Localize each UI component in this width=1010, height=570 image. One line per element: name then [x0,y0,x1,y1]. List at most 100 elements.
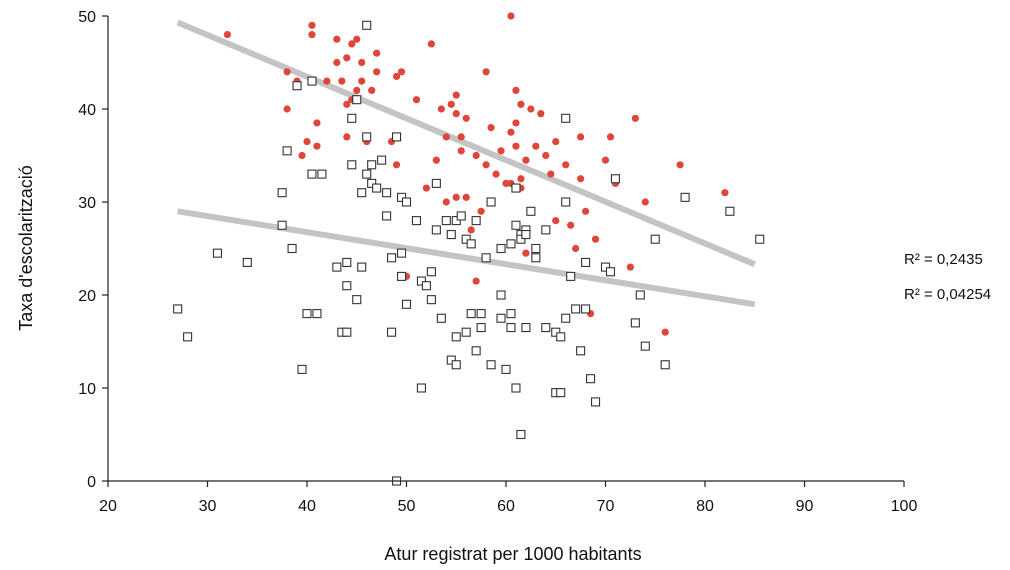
y-tick-label: 30 [78,195,96,212]
data-point-red [492,170,500,178]
data-point-red [512,119,520,127]
data-point-red [457,133,465,141]
data-point-square [496,290,506,300]
data-point-square [456,211,466,221]
data-point-red [338,77,346,85]
data-point-square [566,271,576,281]
data-point-red [432,156,440,164]
data-point-red [283,68,291,76]
data-point-red [517,175,525,183]
data-point-square [476,322,486,333]
data-point-square [630,318,640,328]
data-point-square [531,243,541,254]
data-point-square [416,276,426,286]
data-point-red [333,58,341,67]
data-point-red [527,105,535,113]
data-point-red [397,68,406,76]
data-point-square [377,155,387,165]
data-point-square [461,234,471,244]
data-point-red [313,142,321,150]
data-point-square [212,248,222,258]
data-point-square [431,178,441,188]
data-point-red [283,105,291,113]
data-point-square [352,95,362,105]
data-point-square [556,388,566,398]
data-point-red [472,151,480,160]
data-point-square [436,313,446,323]
data-point-red [358,58,366,67]
data-point-red [591,235,600,243]
data-point-square [382,188,392,198]
data-point-square [590,397,601,407]
data-point-square [511,183,521,193]
data-point-red [353,86,361,94]
data-point-red [392,72,401,81]
data-point-red [472,277,480,285]
x-tick-label: 40 [298,498,316,515]
data-point-red [522,156,530,164]
x-tick-label: 90 [796,498,814,515]
data-point-square [511,220,521,230]
data-point-red [502,179,510,187]
data-point-red [427,40,435,48]
data-point-square [451,360,461,370]
data-point-red [547,170,555,178]
data-point-red [462,193,470,201]
data-point-red [482,161,490,169]
data-point-square [516,234,526,244]
data-point-red [343,100,351,108]
data-point-red [517,100,525,108]
data-point-red [522,249,530,257]
data-point-red [532,142,540,150]
data-point-red [437,105,445,113]
data-point-square [640,341,650,351]
data-point-square [496,243,506,254]
data-point-square [396,271,407,281]
data-point-red [308,21,316,29]
data-point-square [342,327,352,337]
data-point-square [650,234,660,244]
y-tick-label: 40 [78,102,96,119]
data-point-square [367,160,377,170]
r2-label-square: R² = 0,04254 [904,286,991,303]
data-point-square [531,253,541,263]
data-point-red [542,151,550,160]
data-point-red [323,77,331,85]
x-tick-label: 60 [497,498,515,515]
data-point-red [552,217,560,225]
data-point-square [521,230,531,240]
data-point-red [373,68,381,76]
data-point-square [561,113,571,123]
data-point-square [600,262,611,272]
x-tick-label: 20 [99,498,117,515]
r2-label-red: R² = 0,2435 [904,251,983,268]
data-point-red [721,189,729,197]
data-point-square [635,290,645,300]
x-tick-label: 50 [398,498,416,515]
data-point-red [577,133,585,141]
data-point-square [561,313,571,323]
data-point-red [442,198,450,206]
data-point-red [313,119,321,127]
data-point-square [501,364,511,374]
data-point-square [571,304,581,314]
data-point-red [368,86,376,94]
data-point-red [358,77,366,85]
data-point-square [362,20,372,30]
data-point-square [357,188,367,198]
data-point-square [466,309,476,319]
data-point-square [561,197,571,207]
data-point-square [471,216,481,226]
data-point-red [353,35,361,43]
y-axis-title: Taxa d'escolarització [16,165,36,331]
data-point-red [601,156,610,164]
data-point-square [586,374,596,384]
data-point-square [362,132,372,142]
data-point-red [606,133,615,141]
data-point-square [451,332,461,342]
data-point-square [347,160,357,170]
data-point-square [506,322,516,333]
data-point-square [576,346,586,356]
data-point-square [297,364,307,374]
data-point-red [223,30,231,39]
